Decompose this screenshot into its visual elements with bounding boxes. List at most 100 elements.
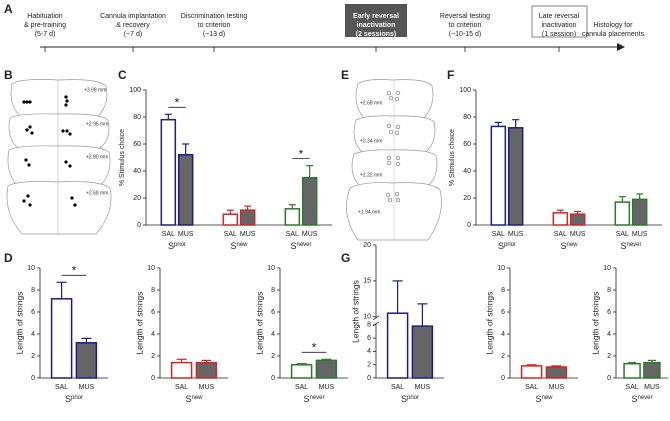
condition-label: SAL: [525, 384, 538, 391]
group-label: Snever: [290, 241, 311, 251]
group-sup: new: [567, 242, 579, 248]
group-name: S: [631, 394, 637, 404]
group-sup: prior: [71, 395, 83, 401]
group-label: Snever: [303, 394, 324, 404]
y-axis-label: Length of strings: [254, 292, 264, 355]
group-label: Snew: [185, 394, 203, 404]
group-label: Snever: [631, 394, 652, 404]
group-name: S: [65, 394, 71, 404]
timeline-label: (~10-15 d): [449, 31, 482, 38]
y-tick-label: 10: [363, 314, 371, 321]
group-sup: never: [627, 242, 642, 248]
bar: [614, 201, 631, 226]
timeline-label: (2 sessions): [356, 31, 396, 38]
significance-star: *: [72, 263, 77, 277]
y-tick-label: 10: [497, 265, 505, 272]
condition-label: SAL: [224, 231, 237, 238]
group-name: S: [620, 241, 626, 251]
bar: [301, 177, 318, 226]
y-tick-label: 60: [133, 141, 141, 148]
y-tick-label: 8: [607, 287, 611, 294]
y-tick-label: 6: [367, 335, 371, 342]
y-tick-label: 0: [607, 375, 611, 382]
y-tick-label: 80: [133, 114, 141, 121]
condition-label: MUS: [178, 231, 194, 238]
y-tick-label: 10: [267, 265, 275, 272]
bar: [490, 125, 507, 226]
group-name: S: [168, 241, 174, 251]
y-tick-label: 4: [271, 331, 275, 338]
group-sup: new: [192, 395, 204, 401]
timeline-label: Early reversal: [353, 13, 399, 20]
panel-label: F: [447, 68, 454, 82]
y-tick-label: 4: [151, 331, 155, 338]
y-tick-label: 8: [271, 287, 275, 294]
section-label: +2.22 mm: [360, 172, 382, 178]
group-sup: prior: [407, 395, 419, 401]
y-tick-label: 4: [607, 331, 611, 338]
condition-label: MUS: [79, 384, 95, 391]
group-label: Sprior: [498, 241, 516, 251]
section-label: +2.34 mm: [360, 138, 382, 144]
late-box: [531, 5, 588, 38]
brain-sections-b: [6, 79, 112, 235]
condition-label: SAL: [295, 384, 308, 391]
group-name: S: [230, 241, 236, 251]
group-sup: prior: [504, 242, 516, 248]
y-axis-label: % Stimulus choice: [449, 129, 456, 186]
y-tick-label: 0: [151, 375, 155, 382]
group-sup: prior: [174, 242, 186, 248]
y-tick-label: 40: [133, 168, 141, 175]
bar: [170, 361, 193, 379]
section-label: +2.80 mm: [86, 154, 108, 160]
group-label: Sprior: [401, 394, 419, 404]
axis-break: [372, 315, 380, 321]
condition-label: MUS: [549, 384, 565, 391]
section-label: +2.68 mm: [360, 100, 382, 106]
timeline-label: Histology for: [594, 22, 634, 29]
y-tick-label: 2: [271, 353, 275, 360]
condition-label: MUS: [508, 231, 524, 238]
condition-label: MUS: [570, 231, 586, 238]
bar: [569, 213, 586, 226]
y-axis-label: Length of strings: [134, 292, 144, 355]
condition-label: SAL: [554, 231, 567, 238]
group-sup: never: [638, 395, 653, 401]
timeline-label: cannula placements: [582, 31, 645, 38]
y-tick-label: 60: [463, 141, 471, 148]
section-label: +2.96 mm: [86, 121, 108, 127]
group-sup: never: [297, 242, 312, 248]
condition-label: MUS: [632, 231, 648, 238]
timeline-label: (1 session): [542, 31, 576, 38]
group-label: Snever: [620, 241, 641, 251]
group-sup: new: [237, 242, 249, 248]
group-label: Snew: [230, 241, 248, 251]
timeline-label: Habituation: [27, 13, 63, 20]
group-name: S: [560, 241, 566, 251]
y-tick-label: 0: [31, 375, 35, 382]
y-axis-label: Length of strings: [14, 292, 24, 355]
y-axis-label: Length of strings: [590, 292, 600, 355]
condition-label: MUS: [319, 384, 335, 391]
timeline-label: to criterion: [449, 22, 482, 29]
condition-label: SAL: [162, 231, 175, 238]
y-tick-label: 0: [367, 375, 371, 382]
y-tick-label: 8: [151, 287, 155, 294]
timeline-label: Reversal testing: [440, 13, 490, 20]
significance-star: *: [312, 340, 317, 354]
significance-star: *: [299, 147, 304, 161]
y-tick-label: 10: [603, 265, 611, 272]
panel-label: E: [341, 68, 349, 82]
bar: [195, 361, 218, 379]
y-tick-label: 8: [31, 287, 35, 294]
group-name: S: [401, 394, 407, 404]
timeline-label: inactivation: [357, 22, 396, 29]
panel-label: D: [4, 251, 13, 265]
y-tick-label: 0: [467, 222, 471, 229]
y-tick-label: 6: [607, 309, 611, 316]
group-name: S: [535, 394, 541, 404]
timeline-label: (5-7 d): [35, 31, 56, 38]
panel-label: B: [4, 68, 13, 82]
y-tick-label: 20: [133, 195, 141, 202]
condition-label: MUS: [240, 231, 256, 238]
